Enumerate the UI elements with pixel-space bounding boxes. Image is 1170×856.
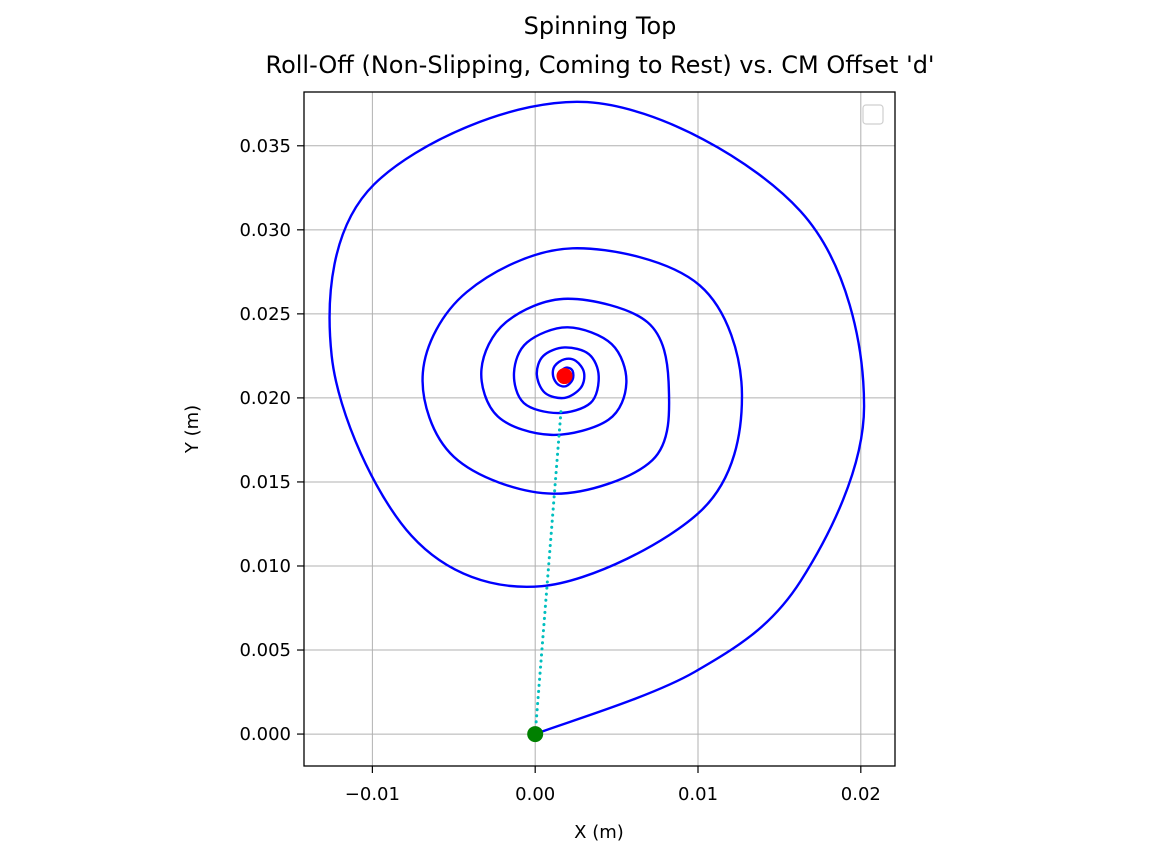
y-tick-label: 0.035: [239, 136, 291, 157]
plot-markers: [527, 368, 573, 743]
y-tick-label: 0.015: [239, 472, 291, 493]
x-tick-label: 0.01: [678, 784, 718, 805]
y-tick-label: 0.030: [239, 220, 291, 241]
start-point-marker: [527, 726, 544, 743]
plot-area-frame: [303, 91, 896, 767]
grid: [304, 92, 895, 766]
y-tick-label: 0.005: [239, 640, 291, 661]
x-axis-ticks: −0.01 0.00 0.01 0.02: [345, 766, 881, 805]
end-point-marker: [556, 368, 573, 385]
legend-box: [862, 104, 884, 125]
x-tick-label: −0.01: [345, 784, 400, 805]
y-tick-label: 0.025: [239, 304, 291, 325]
chart-subtitle: Roll-Off (Non-Slipping, Coming to Rest) …: [265, 51, 934, 79]
x-tick-label: 0.02: [841, 784, 881, 805]
spiral-path-line: [328, 100, 866, 736]
x-axis-label: X (m): [574, 822, 624, 843]
y-axis-label: Y (m): [182, 405, 203, 454]
y-tick-label: 0.010: [239, 556, 291, 577]
chart-title: Spinning Top: [524, 12, 677, 40]
plot-series: [328, 100, 866, 736]
x-tick-label: 0.00: [515, 784, 555, 805]
y-axis-ticks: 0.000 0.005 0.010 0.015 0.020 0.025 0.030 0.035: [239, 136, 304, 745]
y-tick-label: 0.000: [239, 724, 291, 745]
y-tick-label: 0.020: [239, 388, 291, 409]
link-line-dotted: [533, 406, 563, 736]
